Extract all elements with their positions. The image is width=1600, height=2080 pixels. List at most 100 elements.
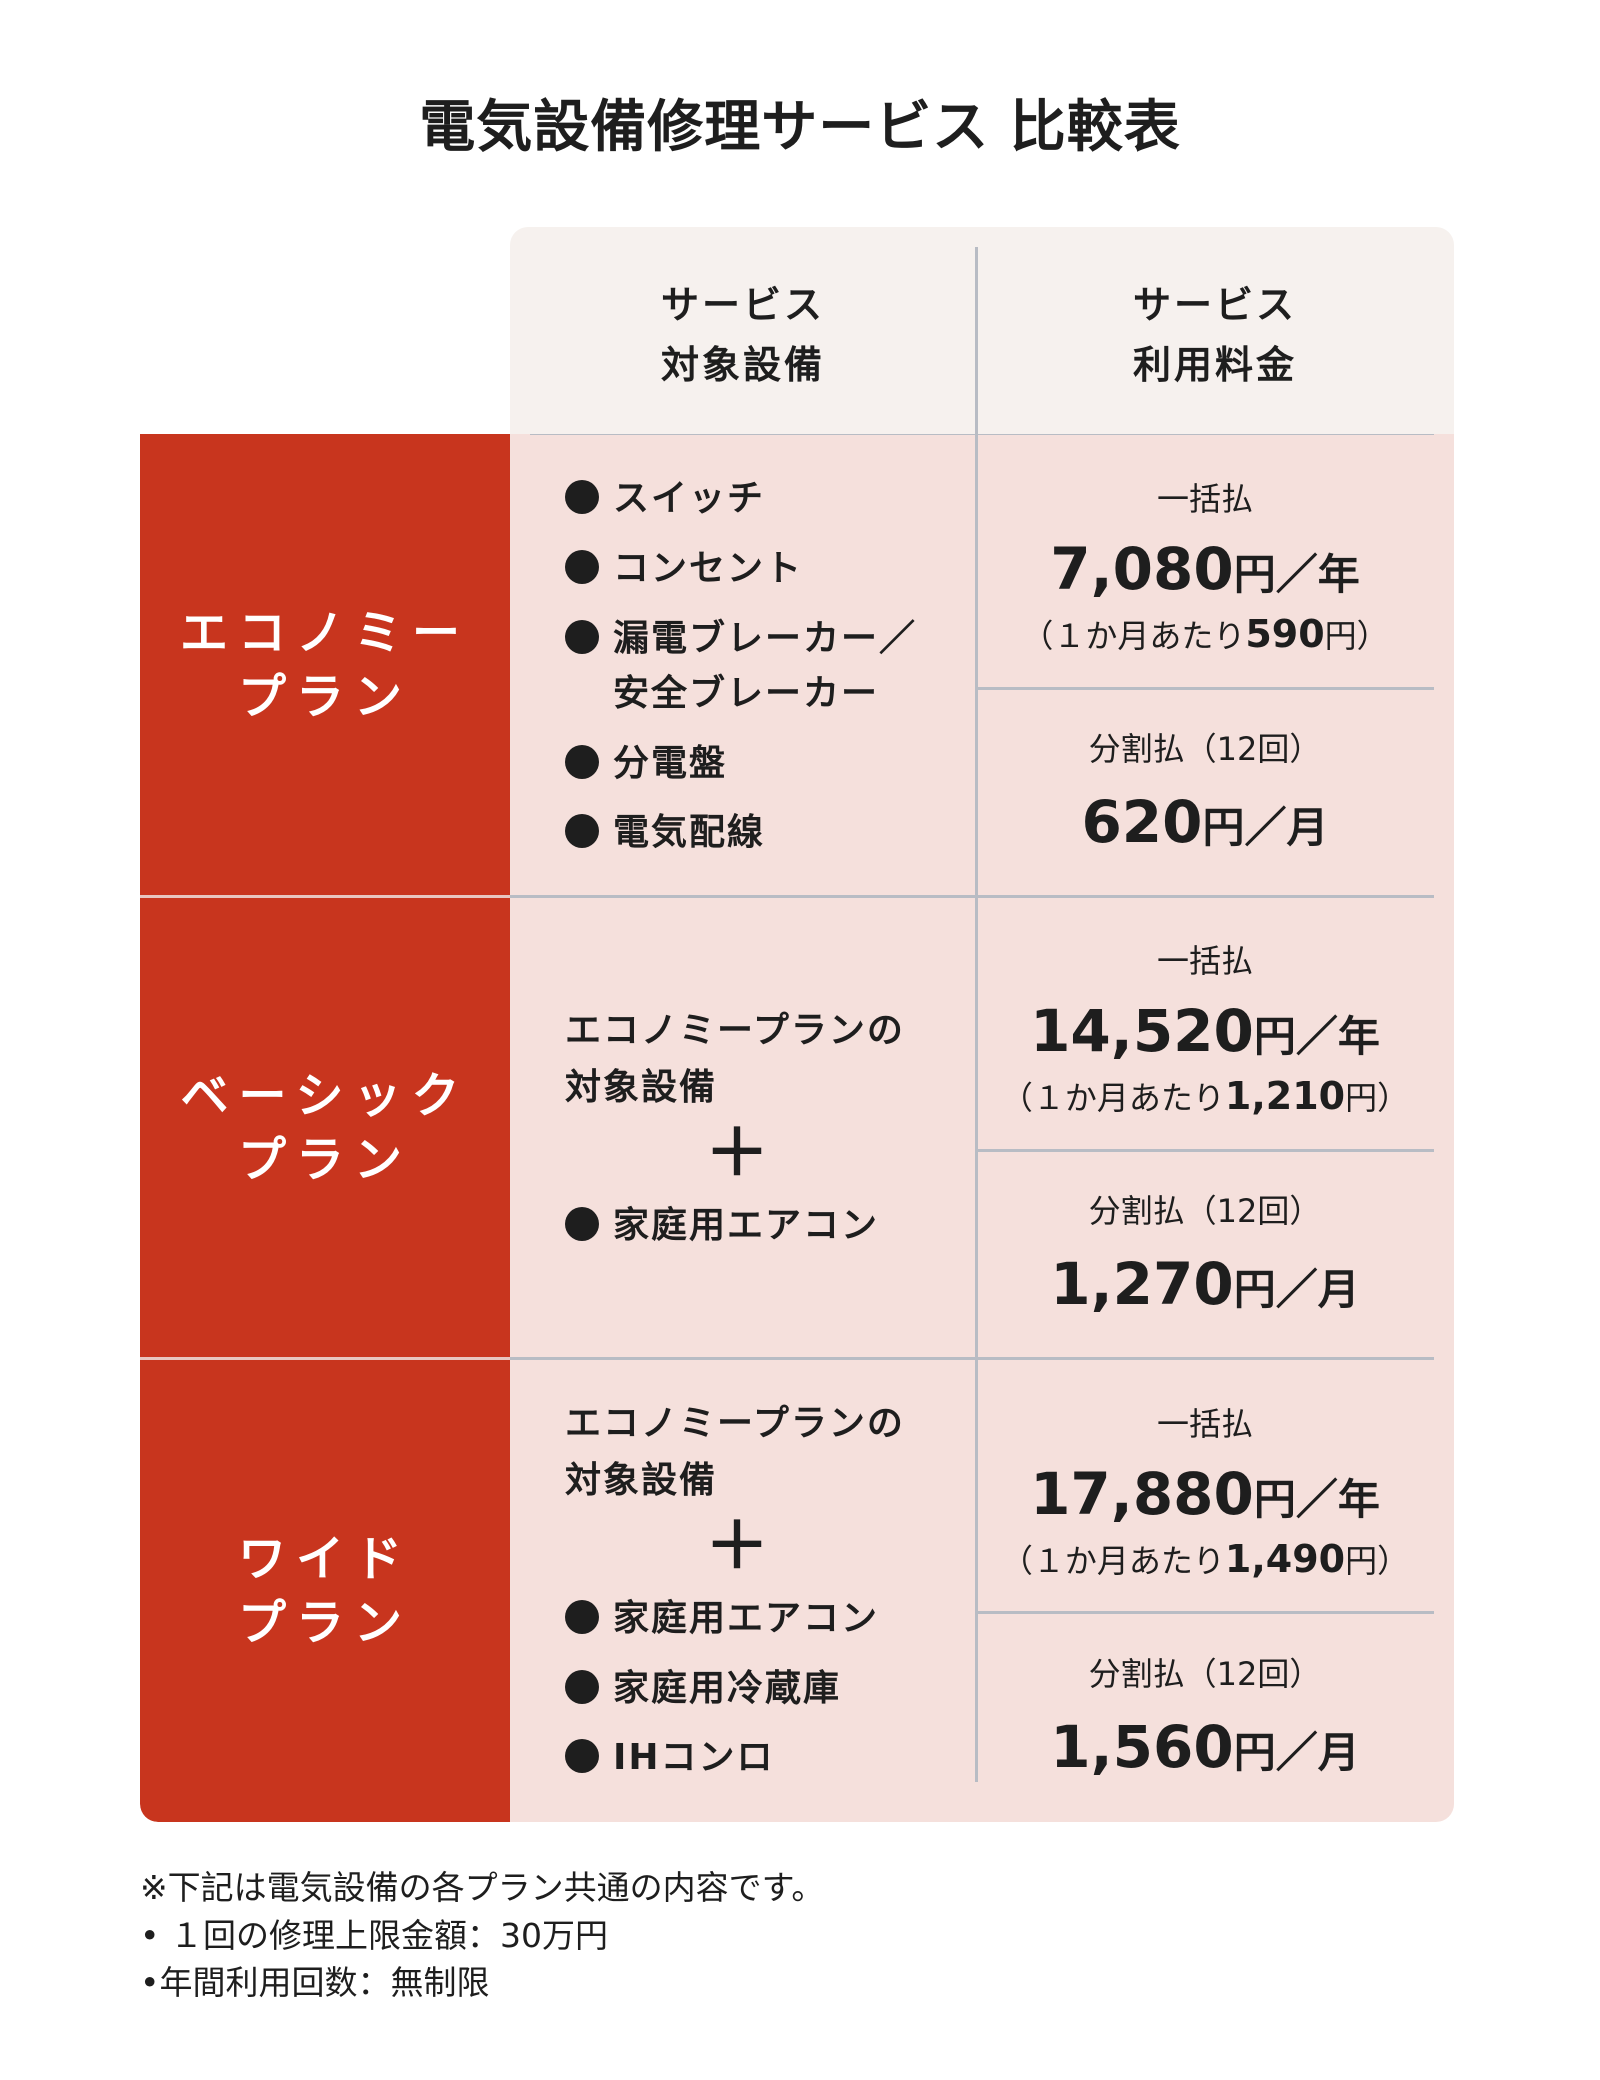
- list-item: 安全ブレーカー: [613, 672, 879, 716]
- text: 円）: [1345, 1079, 1410, 1117]
- plan-name: プラン: [237, 1595, 412, 1651]
- bullet-icon: [565, 745, 599, 779]
- installment-label: 分割払（12回）: [1088, 730, 1322, 768]
- plus-icon: ＋: [705, 1117, 769, 1191]
- plus-icon: ＋: [705, 1510, 769, 1584]
- installment-price: 1,560円／月: [976, 1715, 1434, 1785]
- text: 円）: [1345, 1542, 1410, 1580]
- price-unit: 円／月: [1233, 1265, 1360, 1314]
- plan-name: ベーシック: [180, 1067, 470, 1124]
- divider: [975, 247, 978, 434]
- text: （１か月あたり: [1000, 1542, 1225, 1580]
- monthly-equivalent: （１か月あたり1,210円）: [976, 1076, 1434, 1118]
- page-title: 電気設備修理サービス 比較表: [419, 95, 1181, 160]
- plan-name: プラン: [237, 668, 412, 725]
- item-text: 電気配線: [613, 812, 766, 853]
- value: 590: [1245, 612, 1325, 656]
- list-item: IHコンロ: [565, 1736, 775, 1780]
- item-text: IHコンロ: [613, 1737, 775, 1778]
- divider: [976, 1149, 1434, 1152]
- header-text: サービス: [1132, 283, 1297, 327]
- price-value: 7,080: [1050, 535, 1234, 603]
- plan-name: ワイド: [237, 1531, 412, 1587]
- header-text: サービス: [660, 283, 825, 327]
- list-item: スイッチ: [565, 477, 765, 521]
- installment-price: 620円／月: [976, 790, 1434, 860]
- price-unit: 円／年: [1233, 550, 1360, 599]
- price-value: 1,560: [1050, 1713, 1234, 1781]
- list-item: 電気配線: [565, 811, 765, 855]
- lump-sum-price: 17,880円／年: [976, 1462, 1434, 1532]
- installment-price: 1,270円／月: [976, 1252, 1434, 1322]
- bullet-icon: [565, 1670, 599, 1704]
- monthly-equivalent: （１か月あたり1,490円）: [976, 1539, 1434, 1581]
- item-text: 家庭用エアコン: [613, 1598, 880, 1639]
- price-unit: 円／月: [1233, 1728, 1360, 1777]
- price-value: 1,270: [1050, 1250, 1234, 1318]
- lump-sum-label: 一括払: [1156, 942, 1253, 980]
- list-item: 家庭用エアコン: [565, 1597, 879, 1641]
- bullet-icon: [565, 1739, 599, 1773]
- header-text: 利用料金: [1132, 343, 1297, 387]
- divider: [510, 895, 1434, 898]
- note-intro: ※下記は電気設備の各プラン共通の内容です。: [140, 1868, 825, 1907]
- plan-name: プラン: [237, 1131, 412, 1188]
- base-text: 対象設備: [565, 1067, 718, 1108]
- divider: [976, 687, 1434, 690]
- table-body: エコノミー プラン ベーシック プラン ワイド プラン スイッチ コンセント 漏電ブレ…: [140, 434, 1454, 1822]
- base-text: 対象設備: [565, 1460, 718, 1501]
- item-text: 安全ブレーカー: [613, 673, 880, 714]
- list-item: 分電盤: [565, 742, 727, 786]
- lump-sum-label: 一括払: [1156, 1405, 1253, 1443]
- header-text: 対象設備: [660, 343, 825, 387]
- table-header: サービス 対象設備 サービス 利用料金: [510, 227, 1454, 434]
- bullet-icon: [565, 620, 599, 654]
- list-item: 家庭用エアコン: [565, 1204, 879, 1248]
- plan-economy-label: エコノミー プラン: [140, 434, 510, 895]
- text: （１か月あたり: [1021, 617, 1246, 655]
- list-item: 漏電ブレーカー／: [565, 617, 917, 661]
- plan-wide-label: ワイド プラン: [140, 1360, 510, 1822]
- value: 1,210: [1224, 1074, 1346, 1118]
- header-fee: サービス 利用料金: [976, 275, 1454, 395]
- price-unit: 円／年: [1253, 1475, 1380, 1524]
- divider: [510, 1357, 1434, 1360]
- bullet-icon: [565, 1207, 599, 1241]
- bullet-icon: [565, 814, 599, 848]
- divider: [975, 434, 978, 1782]
- price-unit: 円／月: [1202, 803, 1329, 852]
- item-text: コンセント: [613, 548, 804, 589]
- bullet-icon: [565, 1600, 599, 1634]
- base-text: エコノミープランの: [565, 1403, 905, 1444]
- divider: [976, 1611, 1434, 1614]
- installment-label: 分割払（12回）: [1088, 1655, 1322, 1693]
- item-text: スイッチ: [613, 478, 766, 519]
- lump-sum-label: 一括払: [1156, 480, 1253, 518]
- price-value: 17,880: [1030, 1460, 1254, 1528]
- bullet-icon: [565, 550, 599, 584]
- header-target-equipment: サービス 対象設備: [510, 275, 976, 395]
- bullet-icon: [565, 480, 599, 514]
- divider: [530, 434, 1434, 435]
- installment-label: 分割払（12回）: [1088, 1192, 1322, 1230]
- monthly-equivalent: （１か月あたり590円）: [976, 614, 1434, 656]
- item-text: 家庭用エアコン: [613, 1205, 880, 1246]
- item-text: 分電盤: [613, 743, 728, 784]
- lump-sum-price: 14,520円／年: [976, 999, 1434, 1069]
- base-text: エコノミープランの: [565, 1010, 905, 1051]
- lump-sum-price: 7,080円／年: [976, 537, 1434, 607]
- plan-basic-label: ベーシック プラン: [140, 898, 510, 1357]
- note-item: •年間利用回数：無制限: [140, 1963, 490, 2002]
- item-text: 家庭用冷蔵庫: [613, 1668, 842, 1709]
- item-text: 漏電ブレーカー／: [613, 618, 918, 659]
- value: 1,490: [1224, 1537, 1346, 1581]
- price-value: 14,520: [1030, 997, 1254, 1065]
- list-item: 家庭用冷蔵庫: [565, 1667, 841, 1711]
- price-value: 620: [1081, 788, 1203, 856]
- text: （１か月あたり: [1000, 1079, 1225, 1117]
- price-unit: 円／年: [1253, 1012, 1380, 1061]
- text: 円）: [1324, 617, 1389, 655]
- list-item: コンセント: [565, 547, 803, 591]
- plan-name: エコノミー: [179, 604, 470, 661]
- note-item: • １回の修理上限金額：30万円: [140, 1916, 608, 1955]
